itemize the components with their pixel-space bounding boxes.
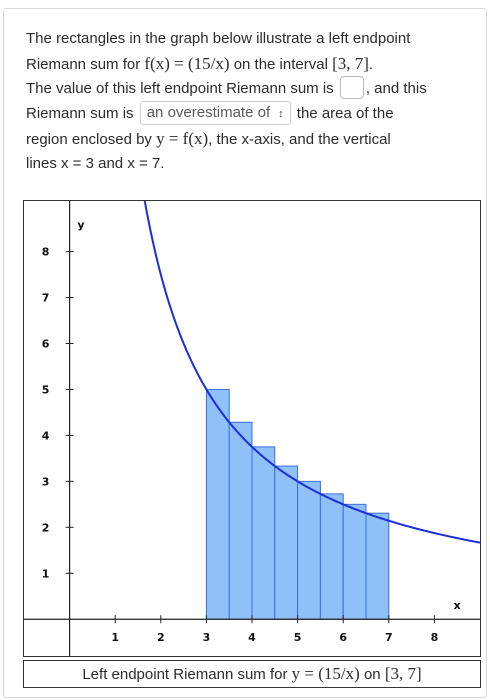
x-tick-label: 2 — [157, 631, 165, 644]
problem-text-2: Riemann sum for — [26, 56, 141, 73]
estimate-select[interactable]: an overestimate of ↕ — [139, 100, 291, 125]
problem-text-1: The rectangles in the graph below illust… — [26, 30, 411, 47]
problem-text-6: lines x = 3 and x = 7. — [26, 155, 165, 172]
problem-line-4: Riemann sum is an overestimate of ↕ the a… — [26, 100, 466, 126]
x-tick-label: 5 — [294, 631, 302, 644]
problem-line-3: The value of this left endpoint Riemann … — [26, 76, 466, 101]
curve-expression: y = f(x) — [156, 129, 209, 148]
riemann-rectangle — [319, 493, 344, 620]
period: . — [368, 56, 374, 73]
x-tick-label: 3 — [203, 631, 211, 644]
y-tick-label: 7 — [42, 292, 50, 305]
problem-text-3: The value of this left endpoint Riemann … — [26, 80, 334, 97]
riemann-rectangle — [251, 446, 276, 620]
caption-interval: [3, 7] — [384, 664, 422, 683]
problem-line-5: region enclosed by y = f(x), the x-axis,… — [26, 126, 466, 151]
y-tick-label: 1 — [42, 567, 50, 580]
problem-text-4: Riemann sum is — [26, 105, 134, 122]
riemann-rectangle — [274, 465, 299, 620]
x-tick-label: 4 — [248, 631, 256, 644]
problem-text-2b: on the interval — [233, 56, 328, 73]
chevron-up-down-icon: ↕ — [278, 107, 284, 120]
x-tick-label: 7 — [385, 631, 393, 644]
y-tick-label: 4 — [42, 429, 50, 442]
riemann-rectangle — [342, 503, 367, 620]
x-axis-label: x — [454, 599, 461, 612]
riemann-graph: 1 2 3 4 5 6 7 8 1 2 3 4 5 6 7 8 x y — [23, 200, 481, 657]
caption-text: Left endpoint Riemann sum for — [82, 666, 288, 683]
problem-text-4b: the area of the — [296, 105, 394, 122]
riemann-sum-answer-input[interactable] — [339, 76, 364, 100]
problem-text-5b: , the x-axis, and the vertical — [208, 131, 391, 148]
y-tick-label: 5 — [42, 383, 50, 396]
function-expression: f(x) = (15/x) — [144, 54, 230, 73]
riemann-rectangle — [205, 388, 230, 620]
x-tick-label: 6 — [339, 631, 347, 644]
interval-expression: [3, 7] — [332, 54, 369, 73]
caption-expression: y = (15/x) — [291, 664, 360, 683]
problem-line-1: The rectangles in the graph below illust… — [26, 26, 466, 51]
x-tick-label: 8 — [431, 631, 439, 644]
graph-caption: Left endpoint Riemann sum for y = (15/x)… — [23, 660, 481, 688]
function-curve — [143, 201, 480, 544]
y-tick-label: 3 — [42, 475, 50, 488]
riemann-rectangle — [297, 480, 321, 620]
problem-line-6: lines x = 3 and x = 7. — [26, 151, 466, 176]
y-axis-label: y — [77, 219, 84, 232]
x-tick-label: 1 — [111, 631, 119, 644]
caption-on: on — [363, 666, 381, 683]
problem-text-5: region enclosed by — [26, 131, 152, 148]
estimate-select-value: an overestimate of — [146, 103, 271, 121]
problem-line-2: Riemann sum for f(x) = (15/x) on the int… — [26, 51, 466, 76]
y-tick-label: 8 — [42, 246, 50, 259]
riemann-rectangle — [365, 512, 390, 620]
y-tick-label: 6 — [42, 337, 50, 350]
problem-text: The rectangles in the graph below illust… — [26, 26, 466, 176]
problem-text-3b: , and this — [365, 80, 427, 97]
riemann-plot: 1 2 3 4 5 6 7 8 1 2 3 4 5 6 7 8 x y — [24, 201, 480, 656]
y-tick-label: 2 — [42, 521, 50, 534]
riemann-rectangle — [228, 421, 253, 620]
